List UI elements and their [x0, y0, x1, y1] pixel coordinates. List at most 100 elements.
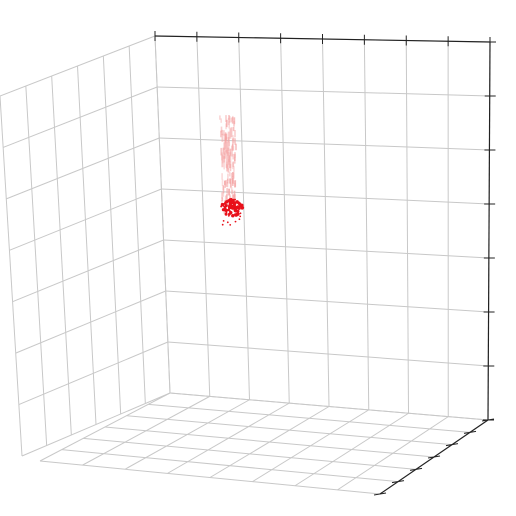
trail-point [230, 117, 233, 123]
trail-point [231, 117, 234, 124]
left-wall-gridline [6, 137, 160, 200]
back-wall-gridline [159, 137, 490, 151]
floor-gridline [83, 437, 417, 470]
trail-point [222, 192, 225, 197]
left-wall-gridline [102, 55, 122, 415]
data-point [234, 220, 237, 223]
trail-point [226, 141, 228, 154]
trail-point [229, 152, 232, 168]
trail-point [221, 173, 223, 180]
trail-point [221, 133, 224, 142]
left-wall-gridline [0, 95, 23, 457]
trail-point [222, 185, 225, 194]
trail-point [223, 156, 225, 163]
trail-point [234, 180, 237, 187]
trail-point [221, 179, 224, 186]
trail-point [223, 161, 225, 170]
floor-gridline [104, 426, 435, 458]
trail-point [233, 193, 236, 200]
trail-point [224, 195, 227, 201]
data-point [228, 210, 232, 213]
left-wall-gridline [9, 188, 162, 251]
trail-point [230, 127, 233, 138]
trail-point [229, 128, 232, 139]
left-wall-gridline [77, 65, 97, 425]
back-wall-gridline [280, 38, 290, 404]
trail-point [234, 154, 236, 162]
trail-point [232, 179, 235, 185]
back-wall-gridline [161, 188, 490, 205]
data-point [227, 209, 230, 212]
trail-point [227, 131, 230, 143]
floor-gridline [126, 415, 453, 446]
back-wall-gridline [405, 40, 409, 414]
trail-point [229, 194, 231, 199]
trail-point [234, 130, 236, 138]
floor-gridline [39, 460, 381, 495]
trail-point [230, 187, 233, 194]
left-wall-gridline [12, 239, 164, 303]
trail-point [234, 194, 236, 202]
trail-point [226, 182, 229, 188]
trail-point [233, 166, 235, 173]
data-point [236, 209, 240, 213]
trail-point [226, 119, 228, 128]
trail-point [226, 164, 228, 172]
left-wall-gridline [25, 85, 48, 446]
data-point [221, 223, 224, 226]
y-axis-tick [445, 443, 459, 447]
trail-point [221, 192, 223, 199]
trail-point [233, 194, 235, 202]
trail-point [226, 188, 228, 194]
back-wall-pane [154, 35, 491, 421]
trail-point [227, 173, 229, 182]
data-point [239, 215, 242, 218]
left-wall-pane [0, 35, 171, 457]
data-point [231, 213, 235, 218]
y-axis-tick [409, 467, 423, 471]
left-wall-gridline [15, 290, 166, 354]
trail-point [232, 176, 234, 184]
left-wall-gridline [21, 392, 171, 457]
trail-point [232, 161, 235, 168]
trail-point [226, 188, 229, 196]
y-axis-tick [481, 418, 495, 422]
trail-point [220, 147, 222, 156]
data-series [219, 115, 245, 226]
trail-point [220, 130, 222, 138]
trail-point [233, 190, 236, 198]
trail-point [226, 178, 229, 184]
trail-point [232, 135, 234, 141]
trail-point [228, 120, 230, 129]
back-wall-gridline [196, 36, 211, 397]
trail-point [233, 121, 235, 127]
data-point [233, 201, 237, 205]
floor-gridline [61, 449, 399, 483]
axis-ticks [154, 31, 496, 496]
data-point [229, 197, 233, 201]
floor-pane [39, 392, 489, 495]
data-point [229, 201, 233, 205]
trail-point [220, 199, 223, 206]
data-point [225, 211, 228, 214]
data-point [230, 206, 234, 210]
data-point [238, 218, 241, 221]
trail-point [221, 154, 224, 168]
back-wall-gridline [238, 37, 250, 400]
trail-point [219, 115, 221, 120]
trail-point [230, 172, 233, 180]
y-axis-tick [391, 480, 405, 484]
left-wall-gridline [51, 75, 72, 436]
trail-point [225, 150, 228, 168]
trail-point [227, 151, 230, 170]
data-point [222, 220, 225, 222]
trail-point [225, 123, 227, 130]
trail-point [224, 138, 227, 153]
data-point [234, 205, 237, 208]
y-axis-tick [427, 455, 441, 459]
data-point [234, 210, 237, 213]
data-point [224, 212, 228, 216]
trail-point [235, 143, 237, 151]
trail-point [233, 117, 236, 125]
